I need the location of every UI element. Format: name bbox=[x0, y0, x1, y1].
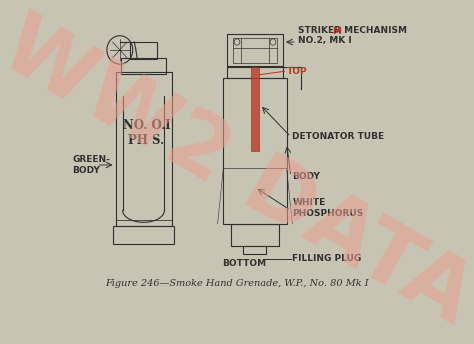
Text: DETONATOR TUBE: DETONATOR TUBE bbox=[292, 132, 384, 141]
Text: GREEN-
BODY: GREEN- BODY bbox=[73, 155, 110, 175]
Bar bbox=[121, 58, 166, 74]
Text: NO. O.I
PH S.: NO. O.I PH S. bbox=[123, 119, 170, 147]
Text: WW2 DATA: WW2 DATA bbox=[0, 4, 474, 341]
Bar bbox=[116, 72, 172, 226]
Bar bbox=[227, 66, 283, 78]
Text: WHITE
PHOSPHORUS: WHITE PHOSPHORUS bbox=[292, 198, 364, 218]
Bar bbox=[244, 246, 266, 254]
Bar bbox=[251, 66, 259, 151]
Text: BOTTOM: BOTTOM bbox=[222, 259, 266, 268]
Bar bbox=[223, 78, 287, 224]
Text: Figure 246—Smoke Hand Grenade, W.P., No. 80 Mk I: Figure 246—Smoke Hand Grenade, W.P., No.… bbox=[105, 279, 369, 288]
Text: BODY: BODY bbox=[292, 172, 320, 181]
Text: FILLING PLUG: FILLING PLUG bbox=[292, 254, 362, 263]
Text: M: M bbox=[332, 27, 341, 36]
Bar bbox=[230, 224, 279, 246]
Bar bbox=[113, 226, 174, 244]
Bar bbox=[130, 42, 157, 60]
Text: TOP: TOP bbox=[287, 67, 308, 76]
Bar bbox=[227, 34, 283, 67]
Text: STRIKER MECHANISM
NO.2, MK I: STRIKER MECHANISM NO.2, MK I bbox=[298, 26, 407, 45]
Bar bbox=[233, 38, 277, 63]
